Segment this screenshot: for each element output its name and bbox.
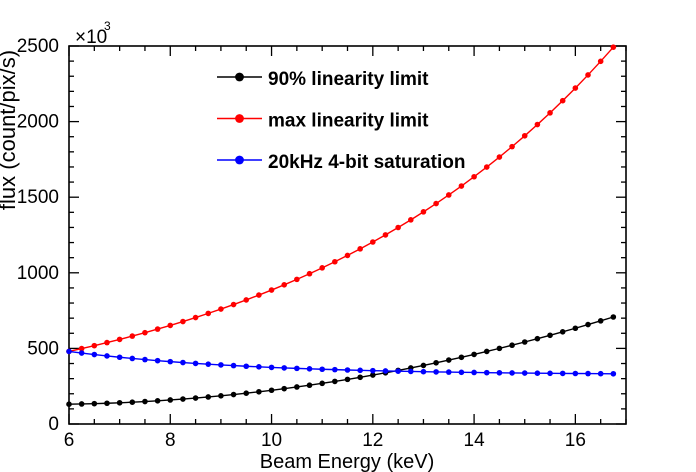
svg-text:1500: 1500 — [17, 187, 59, 208]
svg-text:16: 16 — [565, 430, 586, 451]
svg-text:3: 3 — [104, 19, 111, 33]
svg-text:500: 500 — [27, 338, 59, 359]
svg-text:14: 14 — [464, 430, 486, 451]
svg-text:1000: 1000 — [17, 263, 59, 284]
svg-text:8: 8 — [165, 430, 176, 451]
svg-text:10: 10 — [261, 430, 282, 451]
svg-text:6: 6 — [64, 430, 75, 451]
svg-text:0: 0 — [48, 414, 59, 435]
svg-text:2500: 2500 — [17, 36, 59, 57]
svg-text:×10: ×10 — [75, 27, 107, 48]
svg-text:12: 12 — [362, 430, 383, 451]
svg-text:max linearity limit: max linearity limit — [268, 111, 429, 132]
svg-text:20kHz 4-bit saturation: 20kHz 4-bit saturation — [268, 152, 465, 173]
svg-text:flux (count/pix/s): flux (count/pix/s) — [0, 50, 20, 210]
svg-text:90% linearity limit: 90% linearity limit — [268, 69, 429, 90]
svg-text:Beam Energy (keV): Beam Energy (keV) — [260, 451, 435, 472]
svg-text:2000: 2000 — [17, 112, 59, 133]
